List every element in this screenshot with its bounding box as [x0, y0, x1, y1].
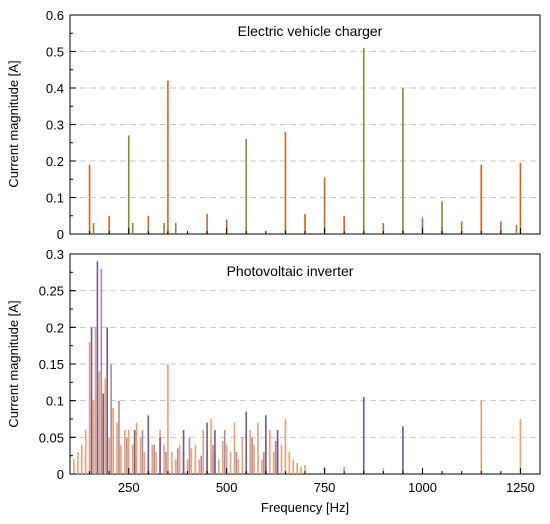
pv-inverter-y-tick-label: 0	[57, 467, 64, 482]
pv-inverter-y-ticks: 0 0.05 0.1 0.15 0.2 0.25 0.3	[39, 247, 76, 482]
pv-inverter-y-tick-label: 0.1	[46, 394, 64, 409]
pv-inverter-x-ticks: 250 500 750 1000 1250	[69, 468, 541, 495]
ev-charger-x-ticks	[69, 228, 541, 234]
ev-charger-panel: 0 0.1 0.2 0.3 0.4 0.5 0.6 Electric vehicle cha…	[6, 8, 541, 242]
ev-charger-bars	[88, 47, 522, 234]
ev-charger-y-tick-label: 0.4	[46, 81, 64, 96]
pv-inverter-gridlines	[70, 290, 540, 438]
ev-charger-gridlines	[70, 51, 540, 198]
pv-inverter-x-tick-label: 500	[216, 480, 238, 495]
pv-inverter-y-tick-label: 0.2	[46, 320, 64, 335]
pv-inverter-y-axis-label: Current magnitude [A]	[6, 300, 21, 427]
pv-inverter-x-tick-label: 750	[314, 480, 336, 495]
pv-inverter-y-tick-label: 0.05	[39, 430, 64, 445]
pv-inverter-x-tick-label: 1250	[506, 480, 535, 495]
pv-inverter-bars	[73, 261, 522, 474]
ev-charger-y-tick-label: 0	[57, 227, 64, 242]
pv-inverter-y-tick-label: 0.25	[39, 284, 64, 299]
ev-charger-y-tick-label: 0.2	[46, 154, 64, 169]
ev-charger-title: Electric vehicle charger	[238, 23, 383, 39]
pv-inverter-y-tick-label: 0.15	[39, 357, 64, 372]
pv-inverter-panel: 0 0.05 0.1 0.15 0.2 0.25 0.3 250 500 750 1000 1250…	[6, 247, 541, 515]
ev-charger-y-axis-label: Current magnitude [A]	[6, 60, 21, 187]
pv-inverter-x-tick-label: 1000	[408, 480, 437, 495]
pv-inverter-y-tick-label: 0.3	[46, 247, 64, 262]
x-axis-label: Frequency [Hz]	[261, 500, 349, 515]
ev-charger-y-tick-label: 0.6	[46, 8, 64, 23]
ev-charger-y-tick-label: 0.3	[46, 118, 64, 133]
pv-inverter-title: Photovoltaic inverter	[227, 263, 354, 279]
ev-charger-y-tick-label: 0.1	[46, 191, 64, 206]
ev-charger-y-tick-label: 0.5	[46, 45, 64, 60]
pv-inverter-x-tick-label: 250	[118, 480, 140, 495]
ev-charger-y-ticks: 0 0.1 0.2 0.3 0.4 0.5 0.6	[46, 8, 76, 242]
